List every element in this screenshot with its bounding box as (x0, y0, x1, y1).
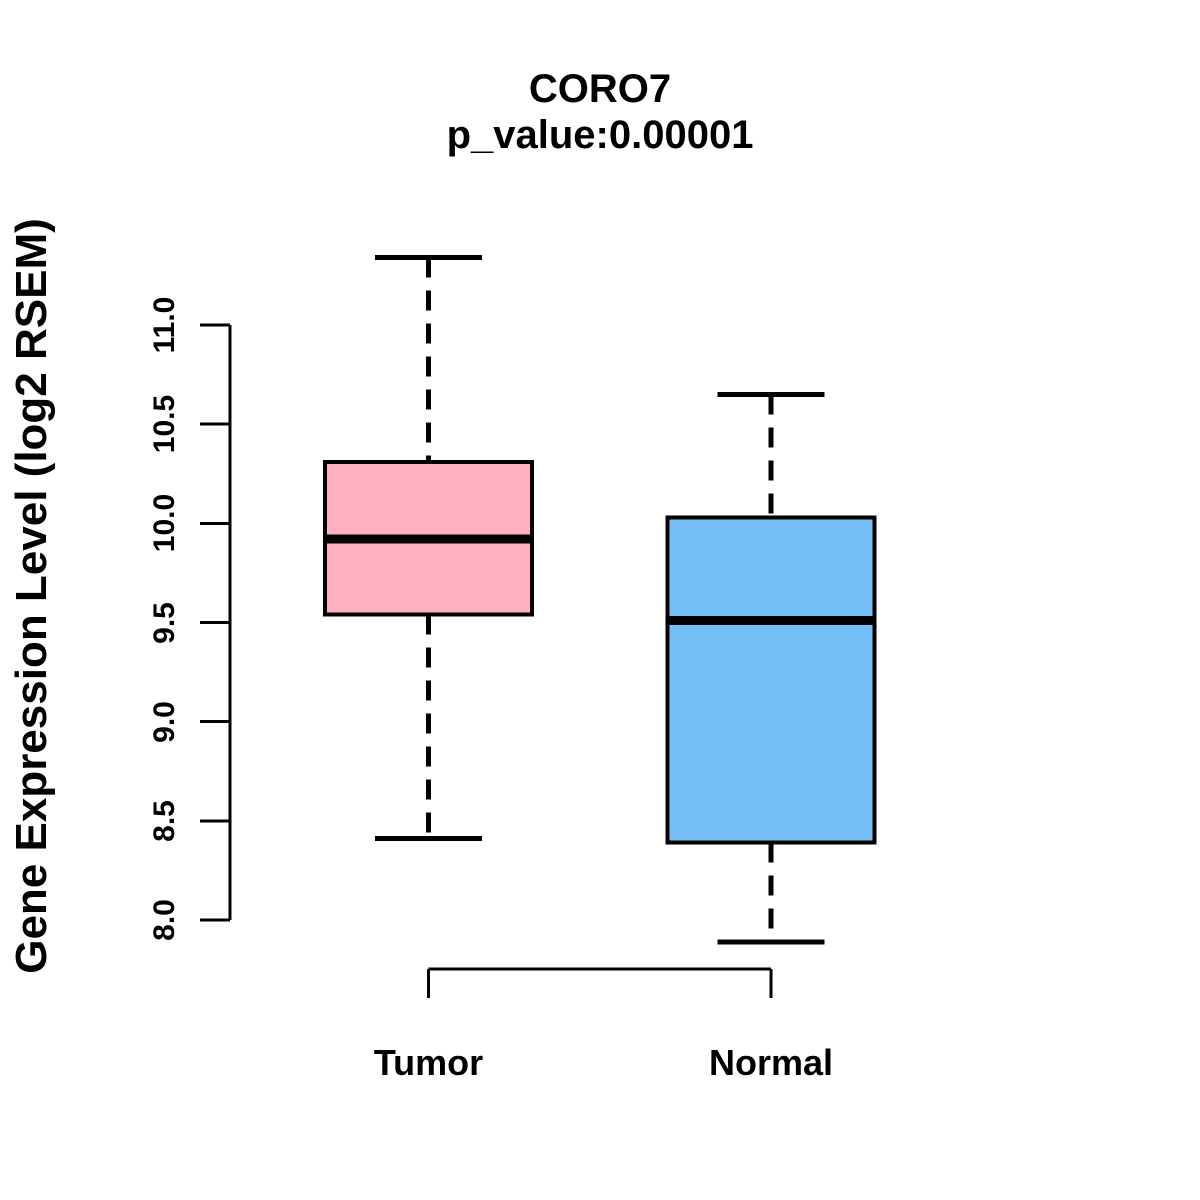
y-axis-tick-label: 10.5 (148, 394, 181, 454)
chart-title-block: CORO7 p_value:0.00001 (230, 66, 970, 158)
chart-title: CORO7 (528, 67, 672, 111)
iqr-box-normal (665, 515, 877, 845)
y-axis-tick-label: 8.0 (148, 899, 181, 941)
y-axis-tick-label: 9.0 (148, 700, 181, 743)
chart-subtitle-pvalue: p_value:0.00001 (446, 113, 754, 157)
y-axis-tick-label: 9.5 (148, 601, 181, 644)
y-axis-tick-label: 10.0 (148, 494, 181, 553)
y-axis-tick-label: 11.0 (148, 296, 181, 354)
y-axis-tick-label: 8.5 (148, 799, 181, 842)
x-category-label-normal: Normal (708, 1042, 834, 1083)
x-category-label-tumor: Tumor (373, 1042, 484, 1083)
